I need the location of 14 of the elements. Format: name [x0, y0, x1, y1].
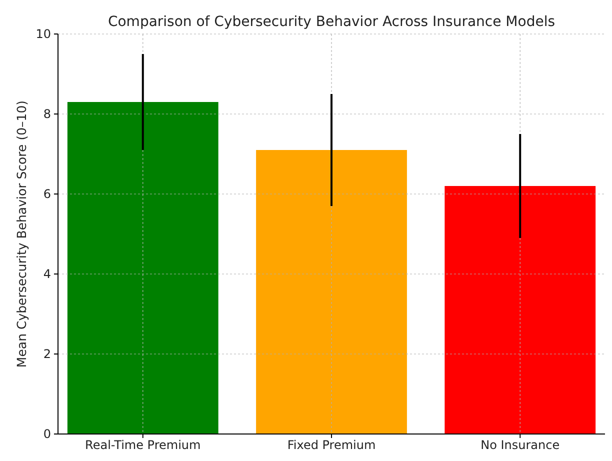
bar: [256, 150, 407, 434]
bar: [444, 186, 596, 434]
x-tick-label: Real-Time Premium: [85, 438, 201, 452]
y-tick-label: 10: [36, 27, 51, 42]
chart-title: Comparison of Cybersecurity Behavior Across Insurance Models: [108, 14, 556, 30]
y-axis-title: Mean Cybersecurity Behavior Score (0–10): [14, 100, 29, 368]
y-tick-label: 4: [43, 267, 51, 282]
bar: [67, 102, 218, 434]
y-tick-label: 8: [43, 107, 51, 122]
y-tick-label: 2: [43, 347, 51, 362]
x-tick-label: Fixed Premium: [287, 438, 376, 452]
x-tick-label: No Insurance: [480, 438, 560, 452]
y-tick-label: 0: [43, 427, 51, 442]
y-tick-label: 6: [43, 187, 51, 202]
